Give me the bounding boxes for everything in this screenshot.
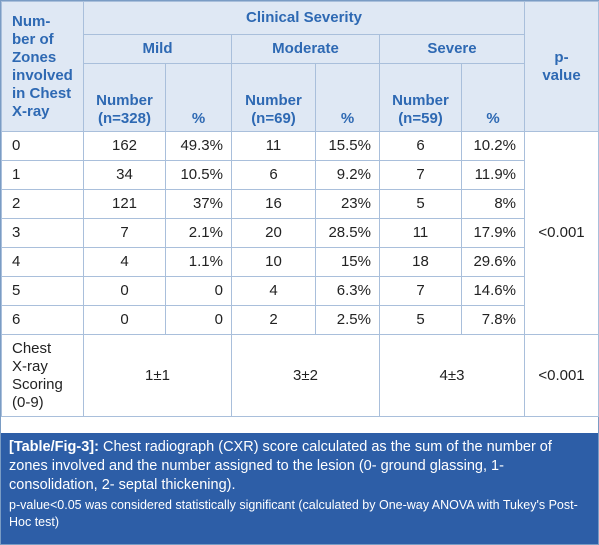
moderate-percent-cell: 15.5%	[315, 131, 380, 161]
severe-percent-cell: 11.9%	[461, 160, 525, 190]
mild-percent-cell: 1.1%	[165, 247, 232, 277]
severe-number-cell: 7	[379, 160, 462, 190]
mild-number-cell: 0	[83, 305, 166, 335]
severity-table: Num- ber of Zones involved in Chest X-ra…	[1, 1, 599, 417]
severe-number-cell: 11	[379, 218, 462, 248]
clinical-severity-header: Clinical Severity	[83, 1, 525, 35]
mild-percent-header: %	[165, 63, 232, 132]
scoring-pvalue-cell: <0.001	[524, 334, 599, 417]
zone-cell: 5	[1, 276, 84, 306]
moderate-number-cell: 16	[231, 189, 316, 219]
severe-percent-cell: 8%	[461, 189, 525, 219]
severe-number-cell: 6	[379, 131, 462, 161]
table-row: 1 34 10.5% 6 9.2% 7 11.9%	[1, 160, 599, 190]
table-row: 2 121 37% 16 23% 5 8%	[1, 189, 599, 219]
moderate-number-header: Number (n=69)	[231, 63, 316, 132]
moderate-percent-cell: 28.5%	[315, 218, 380, 248]
moderate-percent-cell: 23%	[315, 189, 380, 219]
scoring-mild-cell: 1±1	[83, 334, 232, 417]
zone-cell: 0	[1, 131, 84, 161]
moderate-percent-header: %	[315, 63, 380, 132]
zones-header: Num- ber of Zones involved in Chest X-ra…	[1, 1, 84, 132]
moderate-percent-cell: 15%	[315, 247, 380, 277]
caption-text: [Table/Fig-3]: Chest radiograph (CXR) sc…	[9, 438, 590, 495]
moderate-number-cell: 10	[231, 247, 316, 277]
scoring-row: Chest X-ray Scoring (0-9) 1±1 3±2 4±3 <0…	[1, 334, 599, 417]
severe-number-cell: 18	[379, 247, 462, 277]
mild-percent-cell: 0	[165, 305, 232, 335]
mild-percent-cell: 10.5%	[165, 160, 232, 190]
moderate-number-cell: 20	[231, 218, 316, 248]
mild-number-cell: 4	[83, 247, 166, 277]
moderate-percent-cell: 6.3%	[315, 276, 380, 306]
mild-number-cell: 34	[83, 160, 166, 190]
mild-number-cell: 162	[83, 131, 166, 161]
mild-percent-cell: 49.3%	[165, 131, 232, 161]
moderate-number-cell: 4	[231, 276, 316, 306]
moderate-number-cell: 6	[231, 160, 316, 190]
caption-body: Chest radiograph (CXR) score calculated …	[9, 439, 552, 493]
moderate-percent-cell: 9.2%	[315, 160, 380, 190]
severe-number-cell: 5	[379, 305, 462, 335]
severe-percent-cell: 10.2%	[461, 131, 525, 161]
pvalue-header: p- value	[524, 1, 599, 132]
mild-number-header: Number (n=328)	[83, 63, 166, 132]
severe-number-header: Number (n=59)	[379, 63, 462, 132]
moderate-number-cell: 2	[231, 305, 316, 335]
moderate-header: Moderate	[231, 34, 380, 64]
mild-number-cell: 0	[83, 276, 166, 306]
moderate-number-cell: 11	[231, 131, 316, 161]
figure-caption: [Table/Fig-3]: Chest radiograph (CXR) sc…	[1, 433, 598, 544]
mild-header: Mild	[83, 34, 232, 64]
severe-percent-header: %	[461, 63, 525, 132]
table-row: 3 7 2.1% 20 28.5% 11 17.9%	[1, 218, 599, 248]
zone-cell: 2	[1, 189, 84, 219]
mild-number-cell: 7	[83, 218, 166, 248]
scoring-moderate-cell: 3±2	[231, 334, 380, 417]
caption-note: p-value<0.05 was considered statisticall…	[9, 498, 578, 529]
zone-cell: 6	[1, 305, 84, 335]
mild-percent-cell: 37%	[165, 189, 232, 219]
severe-percent-cell: 29.6%	[461, 247, 525, 277]
mild-percent-cell: 0	[165, 276, 232, 306]
zone-cell: 4	[1, 247, 84, 277]
table-row: 6 0 0 2 2.5% 5 7.8%	[1, 305, 599, 335]
zone-cell: 1	[1, 160, 84, 190]
table-row: 4 4 1.1% 10 15% 18 29.6%	[1, 247, 599, 277]
mild-percent-cell: 2.1%	[165, 218, 232, 248]
zone-cell: 3	[1, 218, 84, 248]
mild-number-cell: 121	[83, 189, 166, 219]
table-row: 5 0 0 4 6.3% 7 14.6%	[1, 276, 599, 306]
table-row: 0 162 49.3% 11 15.5% 6 10.2% <0.001	[1, 131, 599, 335]
scoring-severe-cell: 4±3	[379, 334, 525, 417]
severe-percent-cell: 7.8%	[461, 305, 525, 335]
moderate-percent-cell: 2.5%	[315, 305, 380, 335]
scoring-label: Chest X-ray Scoring (0-9)	[1, 334, 84, 417]
severe-percent-cell: 14.6%	[461, 276, 525, 306]
severe-header: Severe	[379, 34, 525, 64]
severe-number-cell: 5	[379, 189, 462, 219]
severe-percent-cell: 17.9%	[461, 218, 525, 248]
severe-number-cell: 7	[379, 276, 462, 306]
caption-tag: [Table/Fig-3]:	[9, 439, 99, 455]
zones-pvalue-cell: <0.001	[524, 131, 599, 335]
